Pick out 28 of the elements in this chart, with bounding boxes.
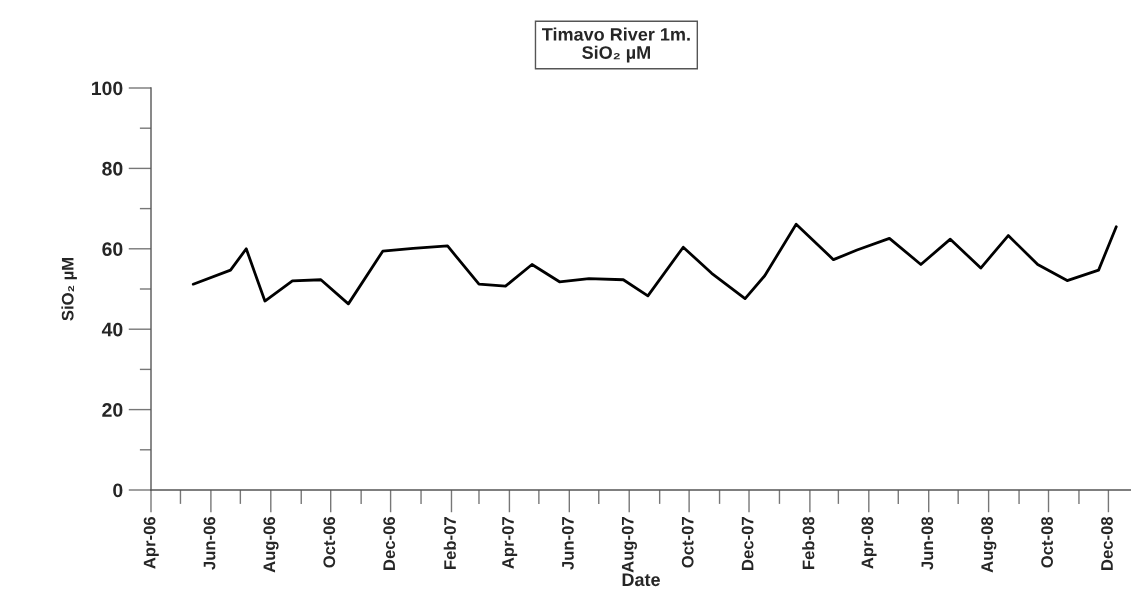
- y-tick-label: 0: [113, 483, 123, 498]
- x-tick-label: Apr-07: [502, 517, 518, 569]
- x-tick-label: Oct-06: [323, 516, 336, 568]
- line-series: [191, 222, 1118, 306]
- y-tick-label: 20: [102, 403, 123, 417]
- x-tick-label: Oct-08: [1041, 516, 1053, 568]
- y-tick-label: 100: [92, 81, 123, 96]
- y-tick-label: 60: [102, 242, 123, 257]
- x-tick-label: Dec-06: [383, 516, 396, 570]
- y-tick-label: 40: [101, 322, 123, 337]
- x-axis-title: Date: [622, 573, 660, 587]
- x-tick-label: Jun-08: [921, 516, 934, 570]
- x-tick-label: Aug-06: [263, 516, 279, 573]
- x-tick-label: Jun-06: [203, 516, 216, 570]
- chart-title: Timavo River 1m.: [542, 27, 690, 41]
- chart-subtitle: SiO₂ µM: [582, 45, 650, 63]
- y-tick-label: 80: [102, 161, 123, 176]
- x-tick-label: Feb-07: [443, 517, 456, 569]
- x-tick-label: Jun-07: [561, 517, 574, 570]
- x-tick-label: Feb-08: [802, 516, 815, 569]
- x-tick-label: Aug-07: [621, 517, 637, 573]
- x-tick-label: Apr-08: [861, 516, 877, 569]
- x-tick-label: Dec-07: [741, 517, 754, 570]
- x-tick-label: Oct-07: [681, 517, 694, 568]
- y-axis-title: SiO₂ µM: [61, 258, 77, 321]
- x-tick-label: Aug-08: [981, 516, 997, 573]
- x-tick-label: Dec-08: [1101, 516, 1113, 570]
- x-tick-label: Apr-06: [143, 516, 159, 569]
